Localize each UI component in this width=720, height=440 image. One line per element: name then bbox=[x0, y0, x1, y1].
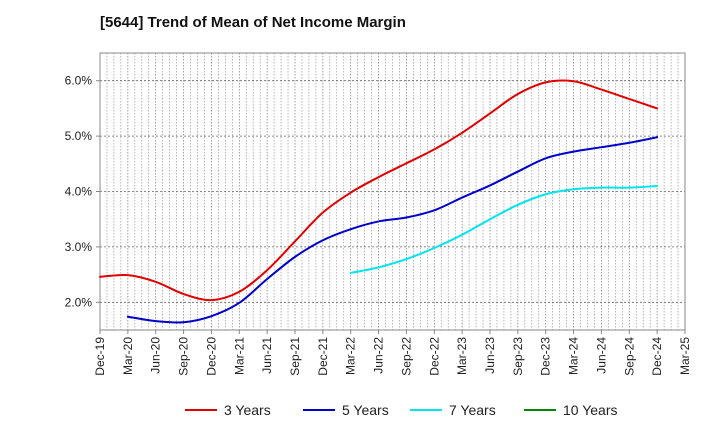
legend-label: 5 Years bbox=[342, 402, 389, 418]
x-tick-label: Jun-20 bbox=[149, 337, 163, 374]
x-tick-label: Sep-23 bbox=[511, 337, 525, 376]
x-tick-label: Sep-21 bbox=[288, 337, 302, 376]
x-tick-label: Dec-21 bbox=[316, 337, 330, 376]
x-tick-label: Sep-22 bbox=[399, 337, 413, 376]
x-tick-label: Dec-24 bbox=[650, 337, 664, 376]
x-tick-label: Mar-24 bbox=[567, 337, 581, 375]
y-tick-label: 3.0% bbox=[65, 240, 93, 254]
x-tick-label: Dec-22 bbox=[427, 337, 441, 376]
x-tick-label: Mar-23 bbox=[455, 337, 469, 375]
legend: 3 Years 5 Years 7 Years 10 Years bbox=[185, 402, 618, 418]
x-tick-label: Mar-21 bbox=[232, 337, 246, 375]
y-tick-label: 4.0% bbox=[65, 185, 93, 199]
x-tick-label: Sep-20 bbox=[177, 337, 191, 376]
x-tick-label: Mar-22 bbox=[344, 337, 358, 375]
y-tick-label: 5.0% bbox=[65, 129, 93, 143]
series-line bbox=[126, 136, 659, 324]
x-tick-label: Jun-21 bbox=[260, 337, 274, 374]
y-tick-label: 6.0% bbox=[65, 74, 93, 88]
x-tick-label: Mar-25 bbox=[678, 337, 692, 375]
grid-lines bbox=[100, 53, 685, 330]
legend-label: 3 Years bbox=[224, 402, 271, 418]
x-tick-label: Dec-23 bbox=[539, 337, 553, 376]
series-line bbox=[349, 184, 659, 274]
x-tick-label: Jun-22 bbox=[372, 337, 386, 374]
legend-label: 7 Years bbox=[449, 402, 496, 418]
x-tick-label: Mar-20 bbox=[121, 337, 135, 375]
chart-title: [5644] Trend of Mean of Net Income Margi… bbox=[100, 14, 406, 31]
legend-label: 10 Years bbox=[563, 402, 618, 418]
series-line bbox=[99, 79, 659, 302]
x-tick-label: Dec-20 bbox=[204, 337, 218, 376]
x-tick-label: Sep-24 bbox=[622, 337, 636, 376]
x-tick-label: Dec-19 bbox=[93, 337, 107, 376]
y-tick-label: 2.0% bbox=[65, 295, 93, 309]
x-tick-label: Jun-24 bbox=[594, 337, 608, 374]
x-tick-label: Jun-23 bbox=[483, 337, 497, 374]
